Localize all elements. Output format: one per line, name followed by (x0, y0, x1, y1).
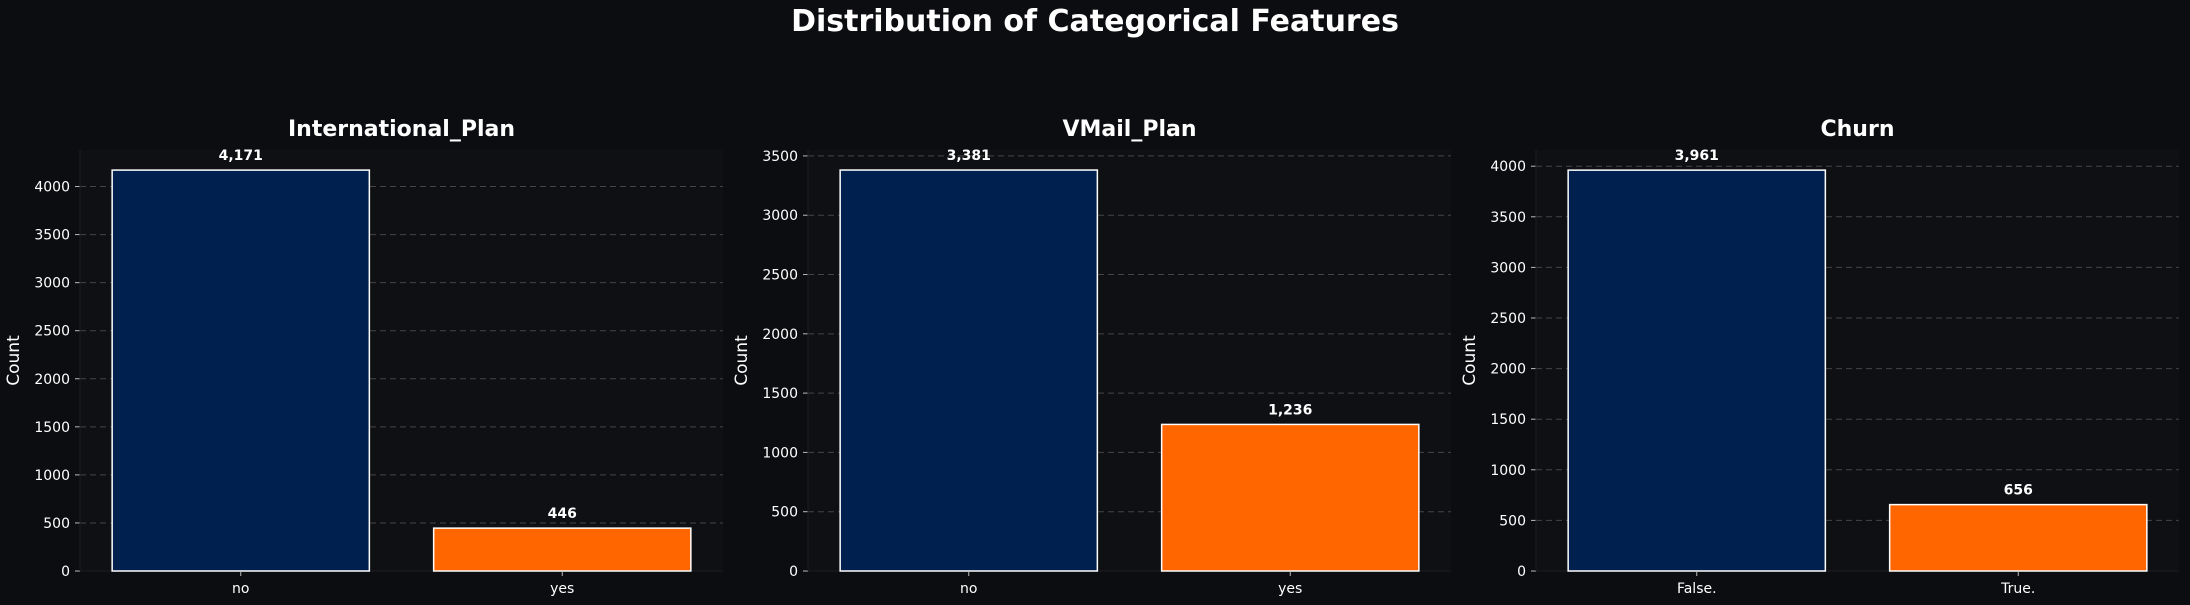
x-tick-label: False. (1677, 581, 1717, 597)
x-tick-label: no (960, 581, 977, 597)
y-tick-label: 3000 (1490, 260, 1526, 276)
bar (839, 169, 1099, 572)
y-axis-label: Count (4, 335, 24, 386)
y-tick-label: 1000 (34, 468, 70, 484)
figure-title: Distribution of Categorical Features (791, 4, 1399, 39)
bar (1160, 423, 1420, 572)
y-tick-label: 1000 (1490, 463, 1526, 479)
y-tick-label: 2000 (34, 372, 70, 388)
bar (432, 527, 692, 572)
y-tick-label: 2500 (762, 268, 798, 284)
chart-panel-1: 0 500 1000 1500 2000 2500 3000 3500 4000 4,171 no 4… (4, 117, 723, 597)
bar (1567, 169, 1827, 572)
y-tick-label: 1500 (34, 420, 70, 436)
y-tick-label: 4000 (34, 180, 70, 196)
bar-value-label: 3,961 (1675, 148, 1719, 164)
y-tick-label: 2500 (1490, 311, 1526, 327)
x-tick-label: yes (550, 581, 574, 597)
x-tick-label: yes (1278, 581, 1302, 597)
subplot-title: International_Plan (288, 117, 515, 142)
y-tick-label: 3500 (762, 149, 798, 165)
x-tick-label: True. (2000, 581, 2035, 597)
y-tick-label: 1000 (762, 445, 798, 461)
x-tick-label: no (232, 581, 249, 597)
subplot-title: VMail_Plan (1062, 117, 1196, 142)
chart-panel-2: 0 500 1000 1500 2000 2500 3000 3500 3,381 no 1,236… (732, 117, 1451, 597)
bar (1888, 503, 2148, 572)
bar-value-label: 3,381 (947, 148, 991, 164)
y-axis-label: Count (732, 335, 752, 386)
subplot-title: Churn (1821, 117, 1895, 142)
y-tick-label: 2000 (1490, 362, 1526, 378)
y-axis-label: Count (1460, 335, 1480, 386)
y-tick-label: 3000 (34, 276, 70, 292)
bar-value-label: 1,236 (1268, 402, 1312, 418)
y-tick-label: 3500 (34, 228, 70, 244)
y-tick-label: 2500 (34, 324, 70, 340)
y-tick-label: 500 (771, 505, 798, 521)
y-tick-label: 0 (61, 564, 70, 580)
bar-value-label: 656 (2004, 483, 2033, 499)
y-tick-label: 1500 (762, 386, 798, 402)
y-tick-label: 1500 (1490, 412, 1526, 428)
y-tick-label: 500 (43, 516, 70, 532)
bar-value-label: 446 (548, 506, 577, 522)
y-tick-label: 3500 (1490, 210, 1526, 226)
chart-panel-3: 0 500 1000 1500 2000 2500 3000 3500 4000 3,961 Fal… (1460, 117, 2179, 597)
y-tick-label: 0 (789, 564, 798, 580)
bar-value-label: 4,171 (219, 148, 263, 164)
y-tick-label: 500 (1499, 513, 1526, 529)
bar (111, 169, 371, 572)
y-tick-label: 0 (1517, 564, 1526, 580)
y-tick-label: 2000 (762, 327, 798, 343)
y-tick-label: 3000 (762, 208, 798, 224)
y-tick-label: 4000 (1490, 159, 1526, 175)
